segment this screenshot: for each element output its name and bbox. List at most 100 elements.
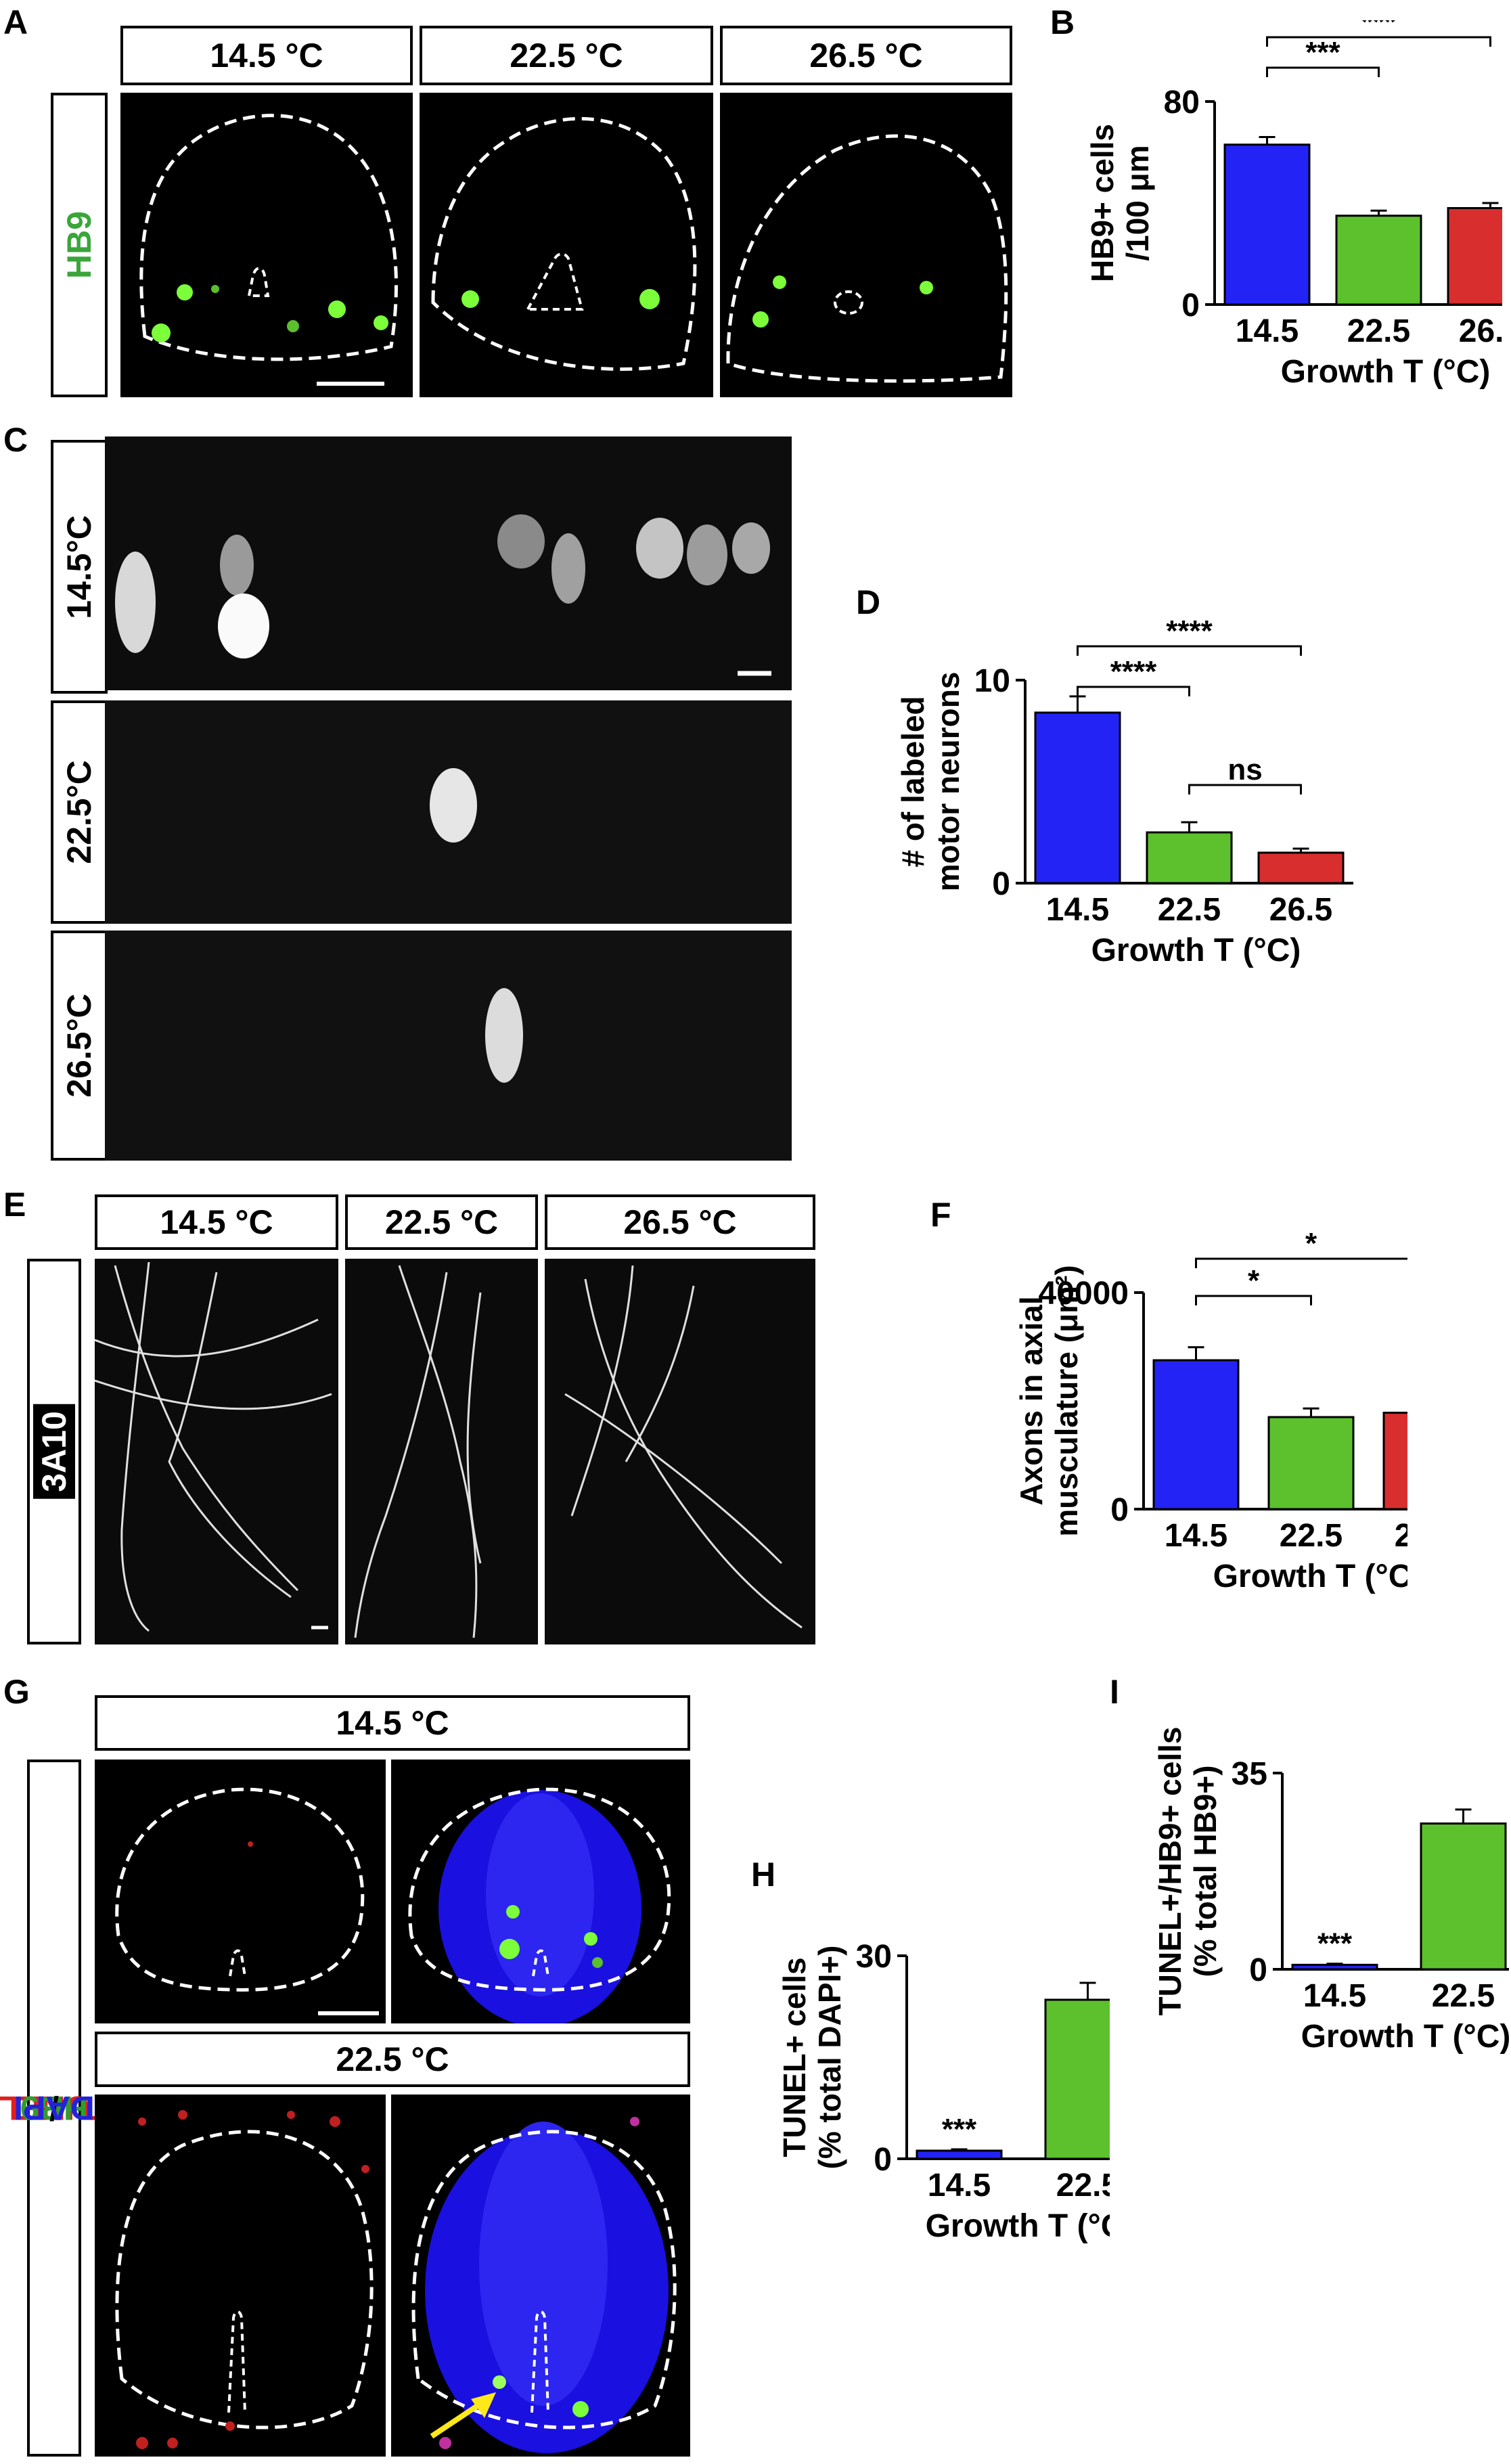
significance-bracket — [1195, 1257, 1407, 1268]
bar — [1034, 711, 1121, 884]
y-axis-label-line: (% total HB9+) — [1188, 1765, 1223, 1977]
panel-label-b: B — [1050, 3, 1075, 41]
significance-label: *** — [1317, 1927, 1353, 1961]
y-axis-label: HB9+ cells/100 μm — [1085, 124, 1155, 282]
y-axis-label-line: TUNEL+/HB9+ cells — [1152, 1727, 1188, 2016]
panel-label-c: C — [3, 421, 28, 459]
micrograph-e-14 — [95, 1259, 338, 1644]
y-tick-label: 0 — [1110, 1492, 1129, 1528]
x-tick-label: 22.5 — [1158, 892, 1221, 928]
significance-bracket — [1188, 784, 1302, 794]
panel-label-h: H — [751, 1856, 776, 1894]
significance-bracket — [1266, 66, 1380, 77]
significance-bracket — [1195, 1295, 1312, 1305]
micrograph-a-14 — [120, 93, 413, 397]
significance-label: **** — [1110, 655, 1157, 688]
micrograph-g-14-merge — [391, 1760, 690, 2023]
y-axis-label: # of labeledmotor neurons — [895, 672, 966, 892]
x-tick-label: 14.5 — [1236, 313, 1299, 349]
significance-bracket — [1077, 686, 1190, 696]
x-tick-label: 26.5 — [1395, 1518, 1407, 1554]
condition-label-a3: 26.5 °C — [720, 26, 1012, 85]
y-tick-label: 10 — [974, 663, 1010, 699]
condition-label-a1: 14.5 °C — [120, 26, 413, 85]
y-tick-label: 0 — [874, 2142, 892, 2178]
stain-text-3a10: 3A10 — [33, 1404, 75, 1499]
stain-label-g: TUNEL / HB9 / DAPI — [0, 1760, 110, 2457]
panel-label-g: G — [3, 1673, 30, 1711]
x-axis-label: Growth T (°C) — [1301, 2019, 1509, 2055]
y-axis-label-line: motor neurons — [930, 672, 966, 892]
significance-label: *** — [1361, 20, 1397, 39]
significance-label: **** — [1166, 614, 1213, 648]
panel-label-i: I — [1110, 1673, 1119, 1711]
x-tick-label: 22.5 — [1432, 1978, 1495, 2014]
condition-label-g1: 14.5 °C — [95, 1695, 690, 1751]
significance-label: * — [1305, 1232, 1317, 1260]
y-tick-label: 30 — [856, 1939, 892, 1975]
micrograph-a-26 — [720, 93, 1012, 397]
y-axis-label-line: /100 μm — [1120, 145, 1155, 261]
y-axis-label-line: Axons in axial — [1014, 1296, 1049, 1505]
bar — [1257, 851, 1345, 884]
significance-label: *** — [942, 2113, 977, 2146]
x-tick-label: 14.5 — [1046, 892, 1109, 928]
significance-label: *** — [1305, 36, 1340, 69]
stain-text-hb9: HB9 — [60, 210, 98, 279]
bar — [1146, 831, 1233, 884]
micrograph-g-22-tunel — [95, 2095, 386, 2457]
y-tick-label: 40000 — [1039, 1276, 1129, 1312]
stain-label-a: HB9 — [51, 93, 108, 397]
y-axis-label-line: HB9+ cells — [1085, 124, 1120, 282]
bar-chart-b: 0 80 HB9+ cells/100 μm 14.5 22.5 26.5 Growth T… — [1085, 20, 1502, 390]
micrograph-c-22 — [105, 700, 792, 924]
micrograph-e-22 — [345, 1259, 538, 1644]
micrograph-c-14 — [105, 436, 792, 690]
x-tick-label: 14.5 — [1165, 1518, 1227, 1554]
bar — [1044, 1998, 1110, 2160]
significance-label: * — [1248, 1264, 1260, 1297]
condition-label-c2: 22.5°C — [51, 700, 108, 924]
y-axis-label-line: musculature (μm²) — [1049, 1265, 1084, 1536]
x-axis-label: Growth T (°C) — [926, 2208, 1110, 2244]
y-axis-label: TUNEL+/HB9+ cells(% total HB9+) — [1152, 1727, 1223, 2016]
significance-bracket — [1266, 36, 1491, 47]
bar — [1420, 1822, 1507, 1971]
bar — [1382, 1412, 1407, 1510]
micrograph-c-26 — [105, 931, 792, 1161]
spinal-cord-outline-14 — [139, 114, 398, 386]
panel-label-f: F — [930, 1196, 951, 1234]
micrograph-e-26 — [545, 1259, 815, 1644]
condition-label-c3: 26.5°C — [51, 931, 108, 1161]
significance-label: ns — [1227, 753, 1262, 786]
condition-label-a2: 22.5 °C — [420, 26, 713, 85]
arrowhead-icon — [471, 2392, 496, 2418]
x-tick-label: 22.5 — [1280, 1518, 1343, 1554]
y-tick-label: 0 — [1181, 288, 1200, 323]
arrow-icon — [430, 2400, 484, 2439]
bar — [1152, 1359, 1240, 1510]
x-tick-label: 14.5 — [928, 2168, 991, 2203]
y-axis-label-line: TUNEL+ cells — [777, 1957, 812, 2157]
micrograph-a-22 — [420, 93, 713, 397]
x-axis-label: Growth T (°C) — [1091, 933, 1301, 968]
bar — [1267, 1416, 1355, 1510]
x-axis-label: Growth T (°C) — [1213, 1559, 1407, 1594]
bar — [1447, 207, 1502, 306]
y-tick-label: 0 — [992, 866, 1010, 902]
panel-label-e: E — [3, 1186, 26, 1224]
x-tick-label: 22.5 — [1347, 313, 1410, 349]
bar — [916, 2149, 1003, 2160]
x-tick-label: 14.5 — [1303, 1978, 1366, 2014]
y-axis-label-line: (% total DAPI+) — [812, 1946, 847, 2170]
significance-bracket — [1077, 645, 1302, 656]
condition-label-e1: 14.5 °C — [95, 1194, 338, 1250]
y-tick-label: 0 — [1249, 1952, 1267, 1988]
micrograph-g-22-merge — [391, 2095, 690, 2457]
panel-label-a: A — [3, 3, 28, 41]
condition-label-c1: 14.5°C — [51, 440, 108, 694]
